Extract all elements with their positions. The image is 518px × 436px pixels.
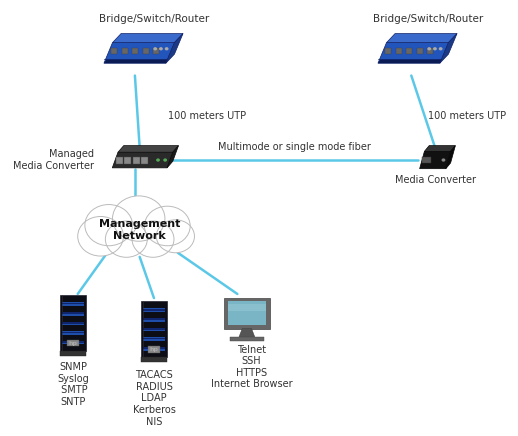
Bar	[143, 337, 165, 341]
Bar	[143, 318, 165, 322]
Bar	[133, 157, 140, 164]
Text: Bridge/Switch/Router: Bridge/Switch/Router	[373, 14, 483, 24]
Bar	[62, 331, 84, 335]
Polygon shape	[378, 59, 442, 63]
Bar	[67, 340, 79, 347]
Text: Management
Network: Management Network	[99, 219, 180, 241]
Bar	[141, 301, 167, 357]
Circle shape	[433, 47, 437, 51]
Polygon shape	[104, 43, 175, 63]
Bar	[142, 48, 149, 54]
Bar	[141, 157, 148, 164]
Bar	[62, 312, 84, 314]
Bar	[230, 337, 264, 341]
Bar	[227, 304, 266, 311]
Polygon shape	[112, 152, 173, 168]
Polygon shape	[424, 146, 455, 151]
Bar	[427, 48, 433, 54]
Bar	[143, 347, 165, 349]
Bar	[132, 48, 138, 54]
Bar	[62, 331, 84, 333]
Text: hp: hp	[150, 347, 159, 352]
Bar	[111, 48, 117, 54]
Bar	[143, 328, 165, 331]
Polygon shape	[166, 34, 183, 63]
Circle shape	[159, 47, 163, 51]
Bar	[143, 338, 165, 339]
Bar	[143, 309, 165, 310]
Bar	[416, 48, 423, 54]
Polygon shape	[112, 34, 183, 43]
Bar	[385, 48, 391, 54]
Bar	[62, 341, 84, 343]
Text: Multimode or single mode fiber: Multimode or single mode fiber	[218, 142, 371, 152]
Bar	[60, 295, 85, 351]
Circle shape	[427, 47, 431, 51]
Bar	[406, 48, 412, 54]
Bar	[62, 312, 84, 316]
Text: 100 meters UTP: 100 meters UTP	[168, 111, 247, 121]
Bar	[116, 157, 123, 164]
Bar	[62, 303, 84, 304]
Polygon shape	[118, 146, 179, 152]
Text: 100 meters UTP: 100 meters UTP	[428, 111, 506, 121]
Circle shape	[145, 206, 190, 246]
Circle shape	[156, 220, 194, 253]
Circle shape	[163, 158, 167, 162]
Circle shape	[132, 221, 174, 257]
Circle shape	[441, 158, 445, 162]
Polygon shape	[167, 146, 179, 168]
Polygon shape	[420, 151, 451, 169]
Circle shape	[439, 47, 442, 51]
Bar	[227, 301, 266, 326]
Text: Managed
Media Converter: Managed Media Converter	[13, 149, 94, 171]
Bar	[148, 346, 160, 353]
Bar	[423, 157, 431, 164]
Polygon shape	[238, 329, 255, 339]
Polygon shape	[446, 146, 455, 169]
Polygon shape	[104, 59, 168, 63]
Bar	[62, 322, 84, 324]
Text: Telnet
SSH
HTTPS
Internet Browser: Telnet SSH HTTPS Internet Browser	[211, 344, 293, 389]
Bar	[143, 308, 165, 312]
Bar	[62, 341, 84, 344]
Circle shape	[78, 217, 123, 256]
Bar	[141, 357, 167, 362]
Bar	[143, 318, 165, 320]
Text: Media Converter: Media Converter	[395, 175, 476, 185]
Bar	[62, 321, 84, 325]
Bar	[143, 328, 165, 330]
Polygon shape	[440, 34, 457, 63]
Bar	[396, 48, 402, 54]
Bar	[124, 157, 132, 164]
Circle shape	[156, 158, 160, 162]
Bar	[62, 302, 84, 306]
Polygon shape	[386, 34, 457, 43]
Text: hp: hp	[68, 341, 77, 346]
Bar	[224, 298, 269, 329]
Text: TACACS
RADIUS
LDAP
Kerberos
NIS: TACACS RADIUS LDAP Kerberos NIS	[133, 370, 176, 426]
Text: Bridge/Switch/Router: Bridge/Switch/Router	[99, 14, 209, 24]
Bar	[143, 347, 165, 351]
Text: SNMP
Syslog
 SMTP
SNTP: SNMP Syslog SMTP SNTP	[57, 362, 89, 407]
Bar	[60, 351, 85, 356]
Circle shape	[112, 196, 165, 241]
Bar	[122, 48, 128, 54]
Circle shape	[105, 221, 147, 257]
Circle shape	[85, 204, 133, 246]
Polygon shape	[378, 43, 449, 63]
Bar	[153, 48, 159, 54]
Circle shape	[153, 47, 157, 51]
Circle shape	[165, 47, 168, 51]
